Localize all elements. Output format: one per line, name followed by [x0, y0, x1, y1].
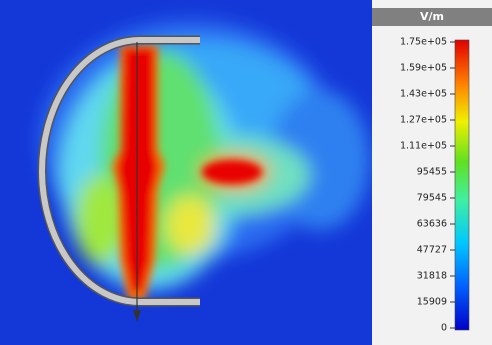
legend-label: 1.11e+05 [400, 141, 447, 152]
legend-label: 95455 [417, 167, 447, 178]
legend-label: 0 [441, 323, 447, 334]
legend-header [372, 8, 492, 26]
legend-label: 15909 [417, 297, 447, 308]
color-bar [454, 39, 470, 331]
legend-label: 47727 [417, 245, 447, 256]
legend-label: 31818 [417, 271, 447, 282]
legend-label: 1.75e+05 [400, 37, 447, 48]
legend-unit: V/m [420, 10, 444, 23]
legend-label: 1.43e+05 [400, 89, 447, 100]
legend-label: 1.27e+05 [400, 115, 447, 126]
field-image [0, 0, 372, 345]
legend-label: 79545 [417, 193, 447, 204]
legend-label: 63636 [417, 219, 447, 230]
legend-labels: 1.75e+05 1.59e+05 1.43e+05 1.27e+05 1.11e+05… [400, 37, 455, 334]
legend-label: 1.59e+05 [400, 63, 447, 74]
legend-panel [372, 0, 492, 345]
